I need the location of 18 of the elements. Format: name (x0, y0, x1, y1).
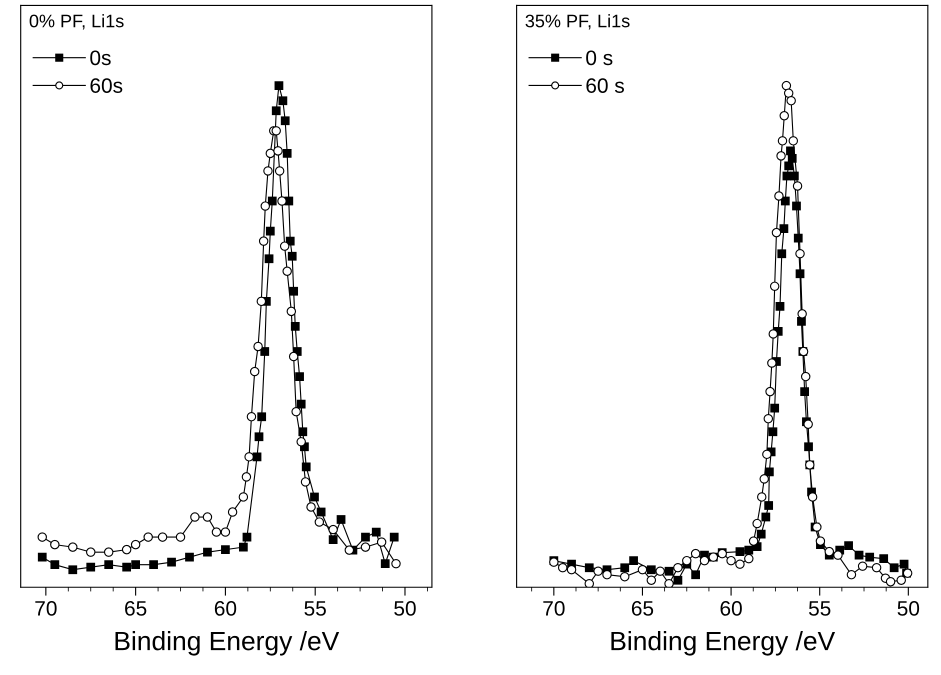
x-tick-label: 70 (35, 600, 57, 616)
x-tick-label: 65 (125, 600, 146, 616)
x-tick-label: 55 (808, 601, 830, 616)
x-tick-label: 60 (214, 600, 236, 616)
text: 35% PF, Li1s (526, 14, 630, 30)
x-tick-label: 50 (394, 600, 416, 616)
x-tick-label: 50 (898, 600, 920, 616)
legend-label: 60s (90, 78, 122, 93)
x-tick-label: 60 (720, 600, 742, 616)
x-tick-label: 65 (632, 600, 654, 616)
x-tick-label: 70 (543, 600, 565, 616)
x-tick-label: 55 (304, 601, 326, 616)
x-axis-title: Binding Energy /eV (116, 630, 340, 656)
legend-label: 0s (90, 50, 111, 66)
x-axis-title: Binding Energy /eV (611, 630, 836, 656)
legend-label: 0 s (586, 50, 612, 66)
text: 0% PF, Li1s (30, 14, 124, 30)
legend-label: 60 s (586, 78, 624, 93)
